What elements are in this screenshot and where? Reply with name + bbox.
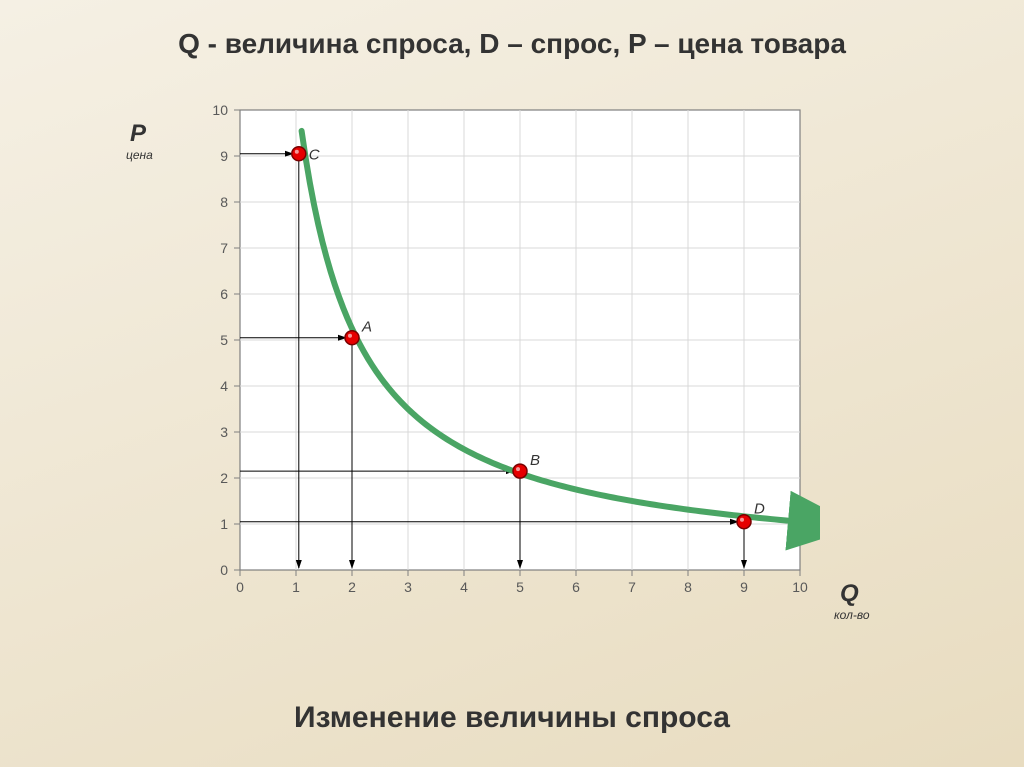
svg-text:D: D	[754, 501, 765, 518]
svg-text:8: 8	[220, 194, 228, 210]
svg-text:9: 9	[740, 579, 748, 595]
x-axis-word: кол-во	[834, 608, 870, 622]
svg-text:2: 2	[220, 470, 228, 486]
svg-text:0: 0	[220, 562, 228, 578]
svg-text:10: 10	[212, 102, 228, 118]
svg-text:8: 8	[684, 579, 692, 595]
svg-text:0: 0	[236, 579, 244, 595]
chart-area: P цена 012345678910012345678910CABD Q ко…	[140, 100, 880, 660]
svg-text:5: 5	[220, 332, 228, 348]
svg-text:2: 2	[348, 579, 356, 595]
x-axis-letter: Q	[840, 580, 859, 608]
svg-text:B: B	[530, 452, 540, 469]
svg-text:1: 1	[220, 516, 228, 532]
svg-text:C: C	[309, 147, 320, 164]
svg-text:7: 7	[628, 579, 636, 595]
y-axis-letter: P	[130, 120, 146, 148]
y-axis-word: цена	[126, 148, 153, 162]
chart-caption: Изменение величины спроса	[0, 701, 1024, 735]
svg-text:5: 5	[516, 579, 524, 595]
svg-text:4: 4	[460, 579, 468, 595]
page-title: Q - величина спроса, D – спрос, P – цена…	[0, 28, 1024, 60]
demand-curve-chart: 0 1 2 3 4 5 6 7 8 9 10 0 1 2 3 4 5 6 7 8 9 10 C A B D	[180, 100, 820, 620]
svg-text:3: 3	[404, 579, 412, 595]
svg-text:A: A	[361, 319, 372, 336]
svg-text:4: 4	[220, 378, 228, 394]
svg-text:10: 10	[792, 579, 808, 595]
svg-text:7: 7	[220, 240, 228, 256]
svg-text:3: 3	[220, 424, 228, 440]
svg-text:9: 9	[220, 148, 228, 164]
svg-text:6: 6	[220, 286, 228, 302]
svg-text:6: 6	[572, 579, 580, 595]
svg-text:1: 1	[292, 579, 300, 595]
